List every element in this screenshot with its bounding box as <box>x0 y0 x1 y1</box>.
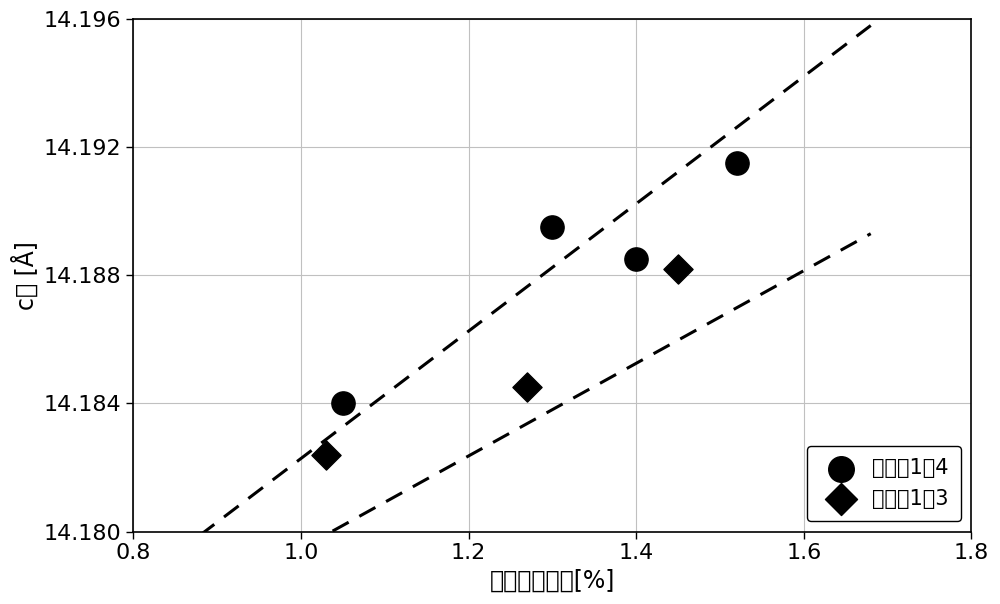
比较例1～3 <box>318 450 334 460</box>
实施例1～4 <box>729 158 745 168</box>
Y-axis label: c轴 [Å]: c轴 [Å] <box>11 241 38 310</box>
X-axis label: 阳离子混合量[%]: 阳离子混合量[%] <box>490 569 615 593</box>
实施例1～4 <box>628 254 644 264</box>
比较例1～3 <box>670 264 686 274</box>
实施例1～4 <box>335 399 351 408</box>
实施例1～4 <box>544 222 560 232</box>
Legend: 实施例1～4, 比较例1～3: 实施例1～4, 比较例1～3 <box>807 446 961 521</box>
比较例1～3 <box>519 382 535 392</box>
